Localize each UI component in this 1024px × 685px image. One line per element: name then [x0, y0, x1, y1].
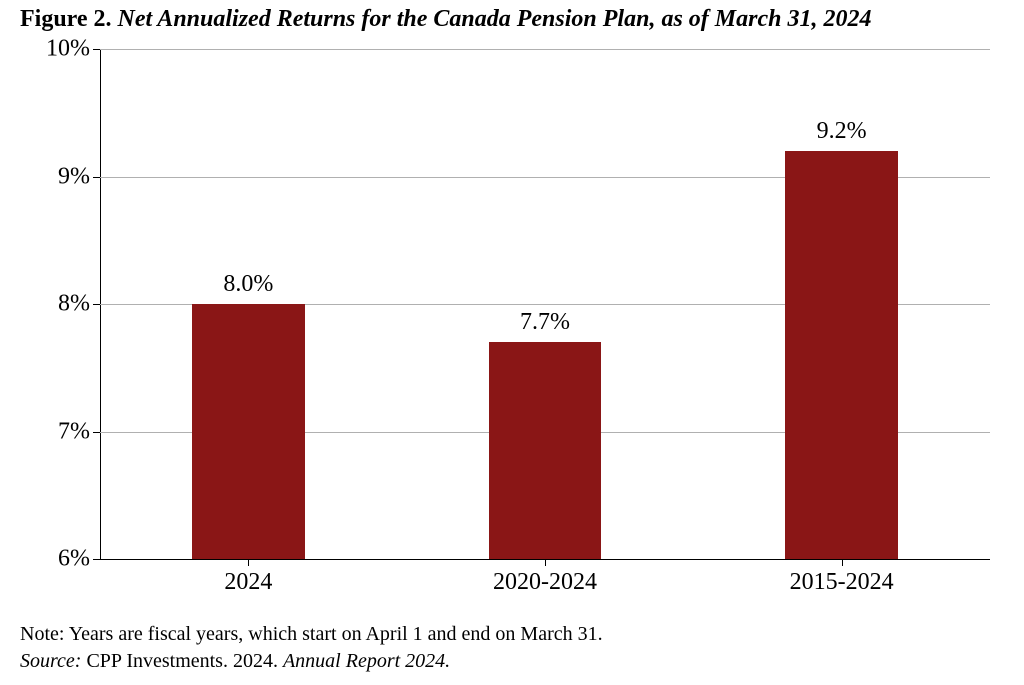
- y-tick-label: 9%: [58, 163, 100, 190]
- x-tick-label: 2020-2024: [493, 559, 597, 596]
- source-prefix: Source:: [20, 650, 81, 672]
- bar-value-label: 8.0%: [223, 271, 273, 304]
- x-tick-label: 2024: [224, 559, 272, 596]
- bar: [489, 342, 602, 559]
- x-tick-label: 2015-2024: [790, 559, 894, 596]
- note-text: Note: Years are fiscal years, which star…: [20, 621, 1004, 648]
- bar: [785, 151, 898, 559]
- bar-value-label: 9.2%: [817, 118, 867, 151]
- y-tick-label: 8%: [58, 291, 100, 318]
- source-report: Annual Report 2024.: [283, 650, 450, 672]
- source-body: CPP Investments. 2024.: [81, 650, 283, 672]
- figure-title-prefix: Figure 2.: [20, 6, 118, 32]
- y-tick-label: 7%: [58, 418, 100, 445]
- figure-title: Figure 2. Net Annualized Returns for the…: [20, 6, 1004, 33]
- figure-footnotes: Note: Years are fiscal years, which star…: [20, 621, 1004, 675]
- bar-value-label: 7.7%: [520, 309, 570, 342]
- source-line: Source: CPP Investments. 2024. Annual Re…: [20, 648, 1004, 675]
- figure-title-main: Net Annualized Returns for the Canada Pe…: [118, 6, 872, 32]
- y-tick-label: 10%: [46, 36, 100, 63]
- y-tick-label: 6%: [58, 546, 100, 573]
- gridline: [100, 49, 990, 50]
- returns-bar-chart: 6%7%8%9%10%8.0%20247.7%2020-20249.2%2015…: [20, 43, 1004, 573]
- bar: [192, 304, 305, 559]
